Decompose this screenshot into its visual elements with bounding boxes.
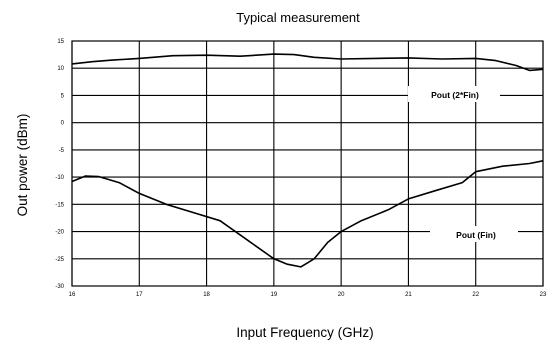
x-tick-label: 19: [271, 292, 278, 298]
series-line-1: [71, 160, 544, 268]
y-tick-label: -20: [55, 230, 64, 236]
x-tick-label: 17: [136, 292, 143, 298]
x-tick-label: 18: [203, 292, 210, 298]
plot-frame: [71, 40, 544, 287]
y-tick-label: 15: [57, 39, 64, 45]
series-line-0: [71, 53, 544, 72]
y-tick-labels: -30 -25 -20 -15 -10 -5 0 5 10 15: [55, 39, 64, 290]
x-axis-label: Input Frequency (GHz): [236, 325, 373, 340]
x-tick-labels: 16 17 18 19 20 21 22 23: [69, 292, 547, 298]
y-tick-label: -30: [55, 284, 64, 290]
chart-title: Typical measurement: [236, 10, 360, 25]
series-layer: [71, 53, 544, 268]
series-label-bg-fin: [430, 226, 518, 242]
series-label-pout-2fin: Pout (2*Fin): [431, 90, 479, 100]
y-tick-label: -15: [55, 202, 64, 208]
y-axis-label: Out power (dBm): [15, 114, 30, 217]
y-tick-label: 5: [61, 93, 65, 99]
x-tick-label: 20: [338, 292, 345, 298]
y-tick-label: -10: [55, 175, 64, 181]
grid: [71, 40, 544, 287]
y-tick-label: 10: [57, 66, 64, 72]
y-tick-label: -25: [55, 257, 64, 263]
y-tick-label: -5: [59, 148, 65, 154]
x-tick-label: 21: [405, 292, 412, 298]
series-label-bg-2fin: [408, 86, 500, 102]
x-tick-label: 16: [69, 292, 76, 298]
series-label-pout-fin: Pout (Fin): [456, 230, 496, 240]
y-tick-label: 0: [61, 121, 65, 127]
x-tick-label: 23: [540, 292, 547, 298]
x-tick-label: 22: [472, 292, 479, 298]
